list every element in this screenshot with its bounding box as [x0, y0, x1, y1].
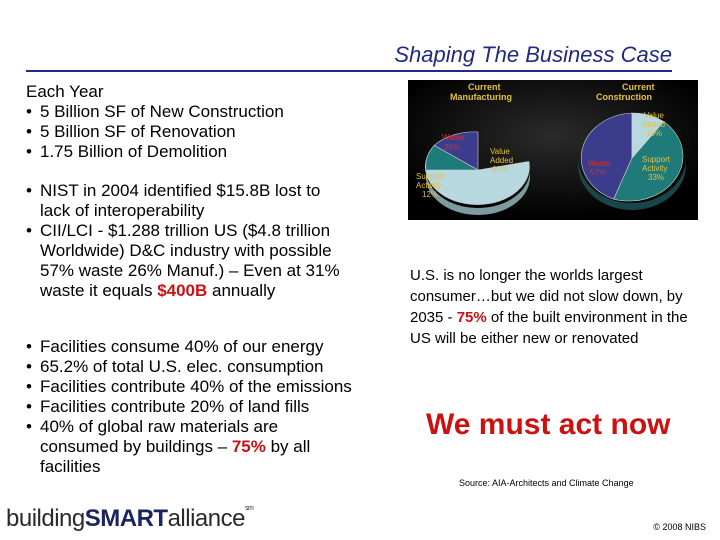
manufacturing-title-l2: Manufacturing [450, 92, 512, 102]
list-item: NIST in 2004 identified $15.8B lost to l… [26, 181, 340, 221]
text-line: 40% of global raw materials are [40, 417, 279, 436]
construction-support-l2: Activity [642, 164, 667, 173]
manufacturing-pie [425, 131, 530, 215]
manufacturing-waste-value: 26% [444, 143, 460, 152]
text-line: CII/LCI - $1.288 trillion US ($4.8 trill… [40, 221, 331, 240]
list-item: 40% of global raw materials are consumed… [26, 417, 352, 477]
construction-pie [578, 112, 686, 210]
text-line: lack of interoperability [40, 201, 205, 220]
manufacturing-value-value: 62% [492, 165, 508, 174]
list-item: CII/LCI - $1.288 trillion US ($4.8 trill… [26, 221, 340, 301]
construction-value-l2: Added [642, 120, 665, 129]
text-line: NIST in 2004 identified $15.8B lost to [40, 181, 321, 200]
manufacturing-slice-waste [433, 131, 479, 171]
construction-value-l1: Value [644, 111, 664, 120]
manufacturing-title-l1: Current [468, 82, 501, 92]
list-item: 5 Billion SF of New Construction [26, 102, 284, 122]
slide-title: Shaping The Business Case [394, 42, 672, 67]
list-item: Facilities contribute 40% of the emissio… [26, 377, 352, 397]
text-fragment: of the built environment in the US will … [410, 309, 688, 347]
buildingsmart-alliance-logo: buildingSMARTalliancesm [6, 505, 254, 533]
text-line: facilities [40, 457, 101, 476]
text-line: Worldwide) D&C industry with possible [40, 241, 332, 260]
text-fragment: consumed by buildings – [40, 437, 232, 456]
nist-list: NIST in 2004 identified $15.8B lost to l… [26, 181, 340, 301]
each-year-list: 5 Billion SF of New Construction 5 Billi… [26, 102, 284, 162]
each-year-block: Each Year 5 Billion SF of New Constructi… [26, 82, 284, 162]
construction-title-l2: Construction [596, 92, 652, 102]
text-fragment: U.S. is no longer the worlds largest con… [410, 267, 683, 326]
text-fragment: annually [207, 281, 276, 300]
us-consumer-text: U.S. is no longer the worlds largest con… [410, 265, 710, 349]
title-divider [26, 70, 672, 72]
construction-waste-label: Waste [588, 159, 611, 168]
logo-service-mark: sm [244, 505, 254, 512]
construction-waste-value: 57% [590, 168, 606, 177]
manufacturing-support-value: 12% [422, 190, 438, 199]
list-item: 1.75 Billion of Demolition [26, 142, 284, 162]
manufacturing-support-l1: Support [416, 172, 445, 181]
text-fragment: by all [265, 437, 311, 456]
logo-part-building: building [6, 505, 85, 532]
construction-slice-support [613, 121, 684, 202]
construction-slice-waste [580, 112, 633, 200]
text-line: waste it equals $400B annually [40, 281, 340, 301]
manufacturing-pie-rim [426, 170, 530, 215]
manufacturing-waste-label: Waste [442, 133, 465, 142]
pie-charts-svg: Current Manufacturing Waste 26% Support … [408, 80, 698, 220]
text-line: consumed by buildings – 75% by all [40, 437, 352, 457]
highlight-percent: 75% [456, 309, 487, 326]
construction-support-l1: Support [642, 155, 671, 164]
each-year-heading: Each Year [26, 82, 104, 101]
facilities-block: Facilities consume 40% of our energy 65.… [26, 337, 352, 477]
nist-block: NIST in 2004 identified $15.8B lost to l… [26, 181, 340, 301]
construction-slice-value [631, 112, 665, 159]
construction-pie-rim [578, 158, 686, 210]
highlight-percent: 75% [231, 437, 266, 456]
source-note: Source: AIA-Architects and Climate Chang… [459, 478, 634, 488]
pie-charts-figure: Current Manufacturing Waste 26% Support … [408, 80, 698, 220]
manufacturing-value-l1: Value [490, 147, 510, 156]
manufacturing-value-l2: Added [490, 156, 513, 165]
logo-part-smart: SMART [84, 505, 168, 532]
construction-title-l1: Current [622, 82, 655, 92]
manufacturing-support-l2: Activity [416, 181, 441, 190]
list-item: Facilities consume 40% of our energy [26, 337, 352, 357]
facilities-list: Facilities consume 40% of our energy 65.… [26, 337, 352, 477]
list-item: 5 Billion SF of Renovation [26, 122, 284, 142]
text-fragment: waste it equals [40, 281, 158, 300]
list-item: Facilities contribute 20% of land fills [26, 397, 352, 417]
construction-support-value: 33% [648, 173, 664, 182]
logo-part-alliance: alliance [167, 505, 246, 532]
copyright: © 2008 NIBS [653, 522, 706, 532]
highlight-amount: $400B [157, 281, 208, 300]
list-item: 65.2% of total U.S. elec. consumption [26, 357, 352, 377]
text-line: 57% waste 26% Manuf.) – Even at 31% [40, 261, 340, 280]
manufacturing-slice-support [425, 145, 480, 171]
call-to-action: We must act now [426, 408, 671, 441]
construction-value-value: 10% [646, 129, 662, 138]
